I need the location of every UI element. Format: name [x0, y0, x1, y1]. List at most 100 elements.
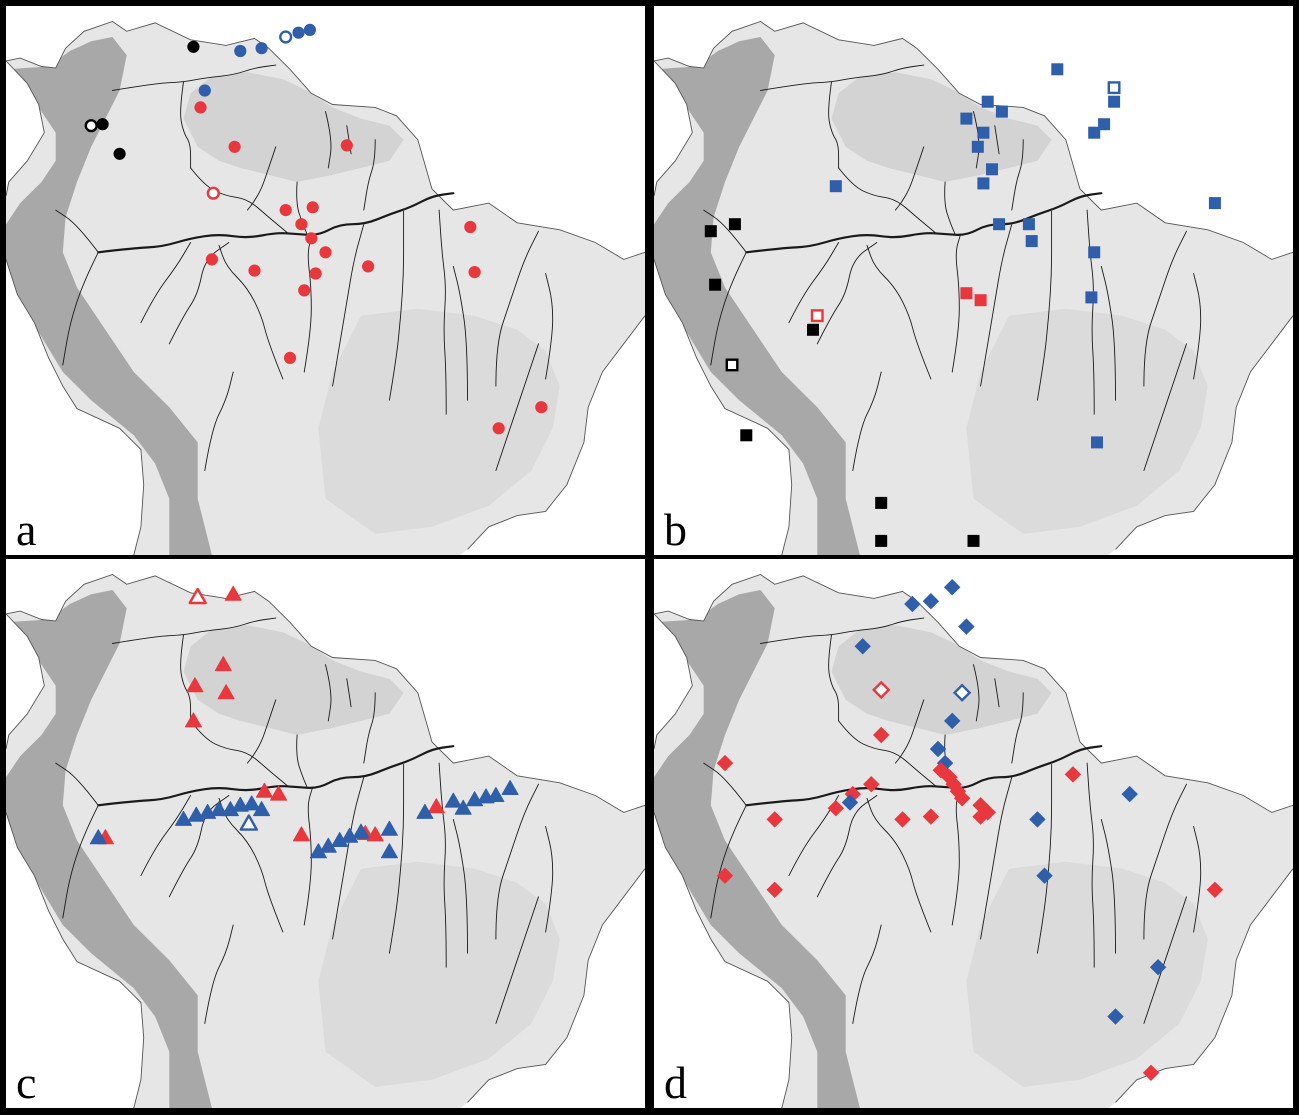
blue-diamond-marker — [1149, 958, 1167, 976]
guiana-highlands — [831, 72, 1052, 182]
river — [760, 617, 925, 644]
open-blue-triangle-marker — [239, 814, 259, 831]
red-diamond-marker — [1142, 1064, 1160, 1082]
open-red-triangle-marker — [188, 587, 207, 605]
river — [452, 265, 468, 401]
river — [866, 244, 932, 380]
panel-label-c: c — [16, 1057, 37, 1108]
river — [980, 223, 1013, 387]
blue-triangle-marker — [454, 799, 472, 815]
red-diamond-marker — [766, 881, 783, 899]
blue-square-marker — [1025, 235, 1038, 248]
red-circle-marker — [306, 201, 319, 214]
coastline-west — [6, 60, 45, 197]
blue-square-marker — [1088, 246, 1101, 259]
river — [452, 818, 468, 954]
blue-square-marker — [986, 163, 998, 176]
pacific-sea-north — [654, 613, 693, 749]
red-diamond-marker — [953, 790, 971, 807]
map-canvas-c — [6, 559, 645, 1108]
river — [788, 795, 840, 877]
river — [994, 125, 1000, 155]
blue-square-marker — [1051, 63, 1064, 76]
atlantic-sea — [1108, 315, 1293, 555]
river — [1086, 762, 1095, 968]
amazon-river — [745, 192, 1103, 254]
guiana-highlands — [183, 625, 404, 735]
coastline-southwest — [654, 259, 793, 555]
river — [545, 273, 554, 380]
river — [703, 762, 747, 806]
blue-square-marker — [1098, 118, 1111, 131]
amazon-river — [97, 745, 455, 807]
pacific-sea-north — [654, 60, 693, 197]
map-canvas-a — [6, 6, 645, 555]
open-black-circle-marker — [84, 119, 98, 133]
open-blue-circle-marker — [279, 30, 293, 44]
river — [1036, 764, 1053, 954]
blue-triangle-marker — [231, 796, 249, 812]
red-diamond-marker — [716, 754, 734, 772]
blue-diamond-marker — [841, 794, 859, 811]
river — [218, 797, 284, 933]
river — [816, 795, 878, 898]
blue-square-marker — [981, 95, 994, 108]
black-square-marker — [740, 429, 753, 442]
river — [710, 804, 747, 919]
river — [545, 826, 554, 933]
river — [816, 242, 878, 345]
markers-b — [704, 63, 1221, 547]
river — [703, 209, 747, 253]
blue-square-marker — [977, 126, 990, 139]
red-diamond-marker — [863, 775, 880, 793]
red-triangle-marker — [217, 684, 235, 700]
blue-diamond-marker — [1036, 867, 1053, 884]
open-black-square-marker — [725, 358, 739, 372]
river — [951, 786, 962, 926]
red-circle-marker — [205, 253, 218, 266]
river — [303, 233, 314, 373]
blue-circle-marker — [255, 42, 268, 55]
river — [994, 678, 1000, 708]
river — [828, 81, 840, 169]
blue-circle-marker — [198, 84, 211, 97]
coastline-southeast — [467, 868, 645, 1103]
blue-square-marker — [995, 105, 1008, 118]
blue-diamond-marker — [943, 578, 961, 596]
coastline-north — [654, 574, 1293, 813]
blue-triangle-marker — [416, 803, 434, 819]
caribbean-sea — [6, 6, 645, 260]
blue-triangle-marker — [444, 792, 462, 808]
red-triangle-marker — [427, 798, 445, 814]
river — [204, 924, 234, 1024]
coastline-north — [654, 21, 1293, 260]
red-triangle-marker — [224, 585, 242, 601]
river — [325, 111, 332, 169]
blue-diamond-marker — [943, 712, 961, 730]
map-panel-c: c — [6, 559, 645, 1108]
river — [190, 720, 288, 787]
river — [62, 251, 99, 366]
pacific-sea-north — [6, 613, 45, 749]
black-circle-marker — [187, 40, 200, 53]
river — [140, 795, 192, 877]
blue-triangle-marker — [380, 843, 398, 859]
open-red-circle-marker — [206, 186, 220, 200]
blue-diamond-marker — [922, 592, 940, 610]
coastline-southwest — [6, 812, 145, 1108]
blue-triangle-marker — [501, 780, 519, 795]
red-circle-marker — [464, 220, 477, 234]
map-panel-a: a — [6, 6, 645, 555]
red-triangle-marker — [186, 677, 204, 693]
river — [495, 343, 539, 471]
river — [866, 797, 932, 933]
red-diamond-marker — [1064, 766, 1082, 783]
caribbean-sea — [654, 6, 1293, 260]
river — [332, 223, 365, 387]
atlantic-sea — [460, 868, 645, 1108]
red-circle-marker — [468, 266, 481, 279]
river — [852, 924, 882, 1024]
blue-triangle-marker — [352, 823, 370, 839]
amazon-river — [745, 745, 1103, 807]
blue-square-marker — [1091, 436, 1103, 449]
